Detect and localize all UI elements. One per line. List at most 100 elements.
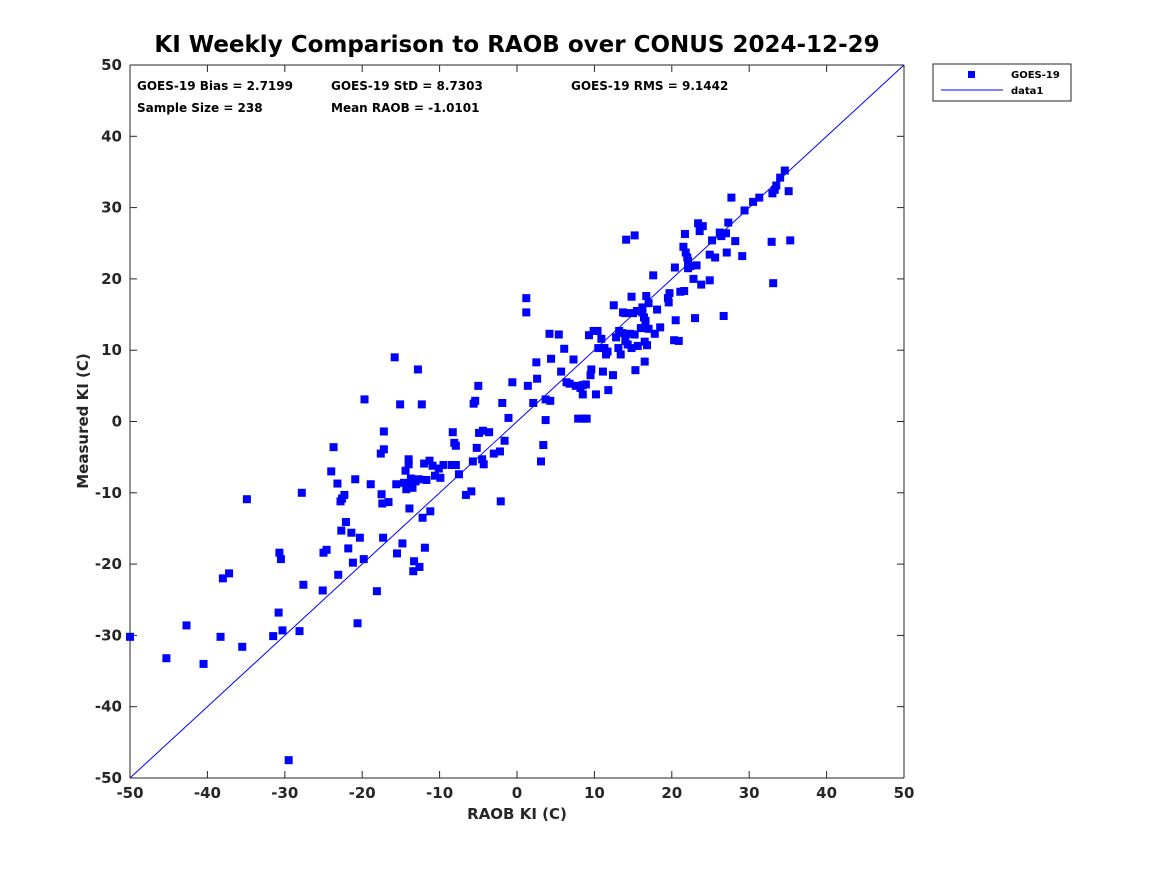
data-point	[242, 495, 251, 504]
data-point	[495, 447, 504, 456]
data-point	[587, 365, 596, 374]
data-point	[284, 756, 293, 765]
data-point	[697, 280, 706, 289]
data-point	[574, 414, 583, 423]
data-point	[430, 471, 439, 480]
data-point	[379, 427, 388, 436]
data-point	[508, 378, 517, 387]
data-point	[372, 587, 381, 596]
x-tick-label: -50	[116, 784, 143, 802]
data-point	[679, 242, 688, 251]
data-point	[695, 227, 704, 236]
data-point	[586, 371, 595, 380]
data-point	[392, 480, 401, 489]
y-tick-label: -20	[95, 555, 122, 573]
y-tick-label: 10	[101, 341, 122, 359]
data-point	[670, 263, 679, 272]
data-point	[377, 490, 386, 499]
data-point	[376, 449, 385, 458]
stats-annotations: GOES-19 Bias = 2.7199 GOES-19 StD = 8.73…	[137, 79, 728, 115]
data-point	[630, 330, 639, 339]
data-point	[216, 632, 225, 641]
stat-rms: GOES-19 RMS = 9.1442	[571, 79, 728, 93]
data-point	[399, 478, 408, 487]
data-point	[408, 483, 417, 492]
data-point	[439, 460, 448, 469]
data-point	[379, 533, 388, 542]
y-tick-label: 30	[101, 199, 122, 217]
data-point	[633, 341, 642, 350]
data-point	[565, 379, 574, 388]
data-point	[616, 350, 625, 359]
data-point	[727, 193, 736, 202]
data-point	[603, 347, 612, 356]
data-point	[581, 380, 590, 389]
x-tick-label: 50	[894, 784, 915, 802]
data-point	[618, 329, 627, 338]
legend-box	[932, 63, 1072, 102]
data-point	[598, 367, 607, 376]
x-tick-label: -30	[271, 784, 298, 802]
data-point	[218, 574, 227, 583]
x-tick-label: 40	[816, 784, 837, 802]
data-point	[366, 480, 375, 489]
data-point	[420, 459, 429, 468]
data-point	[275, 548, 284, 557]
data-point	[396, 400, 405, 409]
data-point	[738, 252, 747, 261]
legend-label-goes19: GOES-19	[1011, 70, 1060, 81]
y-tick-label: 0	[112, 413, 122, 431]
y-axis-ticks: -50 -40 -30 -20 -10 0 10 20 30 40 50	[95, 56, 904, 787]
data-point	[539, 441, 548, 450]
data-point	[355, 533, 364, 542]
data-point	[474, 381, 483, 390]
data-point	[681, 248, 690, 257]
data-point	[772, 181, 781, 190]
data-point	[749, 197, 758, 206]
data-point	[318, 586, 327, 595]
data-point	[692, 261, 701, 270]
data-point	[522, 294, 531, 303]
data-point	[523, 381, 532, 390]
data-point	[644, 299, 653, 308]
data-point	[786, 236, 795, 245]
y-tick-label: 50	[101, 56, 122, 74]
data-point	[351, 475, 360, 484]
data-point	[454, 470, 463, 479]
data-point	[770, 185, 779, 194]
data-point	[295, 627, 304, 636]
data-point	[719, 311, 728, 320]
data-point	[541, 395, 550, 404]
x-tick-label: -20	[349, 784, 376, 802]
data-point	[390, 353, 399, 362]
data-point	[541, 416, 550, 425]
data-point	[414, 475, 423, 484]
data-point	[554, 330, 563, 339]
data-point	[578, 390, 587, 399]
data-point	[644, 324, 653, 333]
data-point	[426, 507, 435, 516]
data-point	[638, 303, 647, 312]
data-point	[478, 426, 487, 435]
data-point	[360, 395, 369, 404]
x-axis-ticks: -50 -40 -30 -20 -10 0 10 20 30 40 50	[116, 65, 914, 802]
data-point	[680, 287, 689, 296]
data-point	[722, 248, 731, 257]
data-point	[532, 358, 541, 367]
data-point	[418, 513, 427, 522]
chart-title: KI Weekly Comparison to RAOB over CONUS …	[154, 32, 879, 58]
data-point	[496, 497, 505, 506]
data-point	[162, 654, 171, 663]
data-point	[461, 490, 470, 499]
data-point	[378, 499, 387, 508]
data-point	[451, 460, 460, 469]
data-point	[640, 357, 649, 366]
data-point	[755, 193, 764, 202]
data-point	[353, 619, 362, 628]
data-point	[536, 457, 545, 466]
data-point	[627, 344, 636, 353]
data-point	[410, 557, 419, 566]
data-point	[422, 475, 431, 484]
data-point	[663, 294, 672, 303]
data-point	[724, 218, 733, 227]
